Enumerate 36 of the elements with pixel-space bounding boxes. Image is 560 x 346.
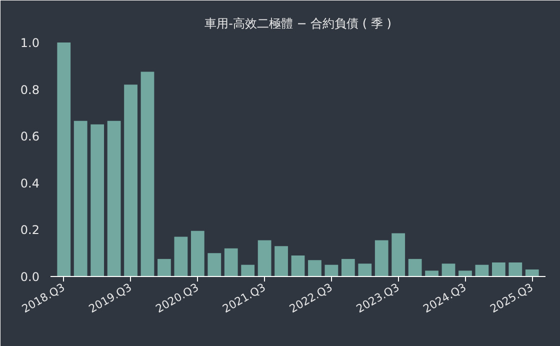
bar: [525, 269, 539, 276]
bar: [392, 233, 406, 276]
bar: [475, 264, 489, 276]
y-tick-label: 0.2: [20, 223, 40, 238]
bar: [508, 262, 522, 276]
bar: [442, 264, 456, 276]
bar: [308, 260, 322, 276]
y-tick-label: 0.8: [20, 82, 40, 97]
bar: [324, 264, 338, 276]
y-tick-label: 0.6: [20, 130, 40, 144]
bar: [140, 72, 154, 276]
y-tick-label: 0.0: [20, 270, 40, 284]
bar: [57, 42, 71, 276]
bar: [374, 240, 388, 276]
bar: [107, 120, 121, 276]
bar: [425, 270, 438, 276]
bar: [291, 255, 305, 276]
chart-title: 車用-高效二極體 − 合約負債 ( 季 ): [204, 16, 392, 30]
bar: [274, 246, 288, 276]
bar: [158, 258, 171, 276]
bar: [174, 236, 188, 276]
y-tick-label: 0.4: [20, 176, 40, 190]
bar: [458, 270, 472, 276]
bar: [341, 258, 355, 276]
bar: [90, 124, 104, 276]
bar: [74, 120, 88, 276]
bar: [124, 84, 138, 276]
bar: [408, 258, 422, 276]
bar: [358, 264, 372, 276]
bar: [208, 253, 222, 276]
bar: [258, 240, 272, 276]
bar: [224, 248, 238, 276]
bar: [492, 262, 506, 276]
bar: [190, 230, 204, 276]
bar: [241, 264, 255, 276]
y-tick-label: 1.0: [20, 36, 40, 50]
